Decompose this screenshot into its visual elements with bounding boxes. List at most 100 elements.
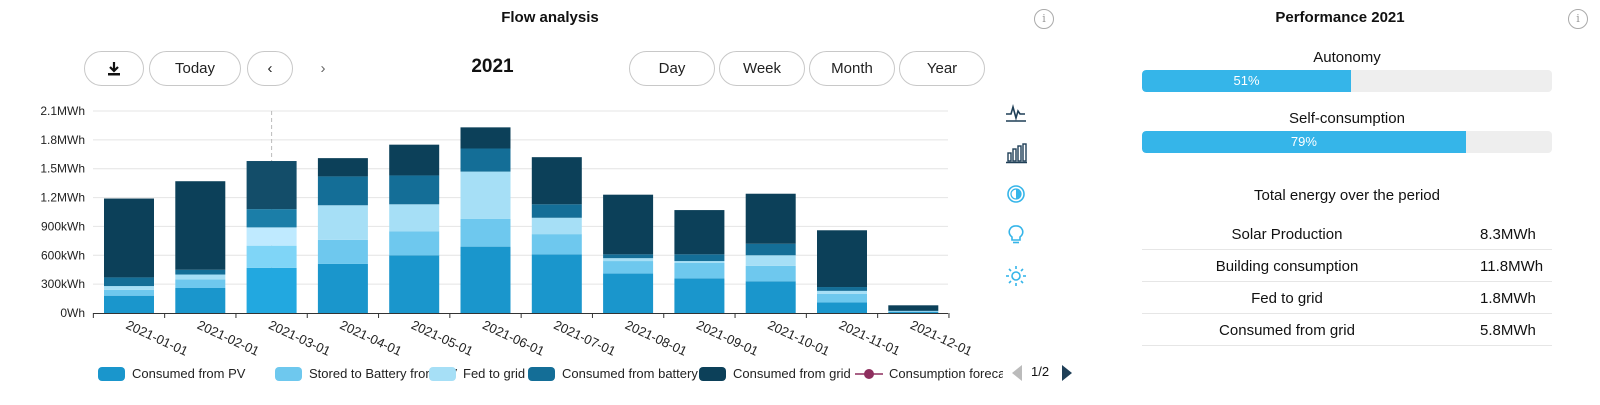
stat-value: 8.3MWh <box>1480 226 1536 243</box>
stat-label: Solar Production <box>1231 226 1343 243</box>
x-tick-label: 2021-07-01 <box>552 317 619 357</box>
bar-segment <box>317 263 368 313</box>
bar-segment <box>603 254 654 259</box>
bar-segment <box>460 148 511 172</box>
year-button[interactable]: Year <box>899 51 985 86</box>
stat-row: Solar Production 8.3MWh <box>1142 218 1552 250</box>
bar-segment <box>674 254 725 262</box>
bar-segment <box>104 277 154 287</box>
bar-segment <box>317 176 368 206</box>
bar-segment <box>531 254 582 313</box>
bar-segment <box>460 218 511 247</box>
bar-segment <box>817 230 867 288</box>
performance-title: Performance 2021 <box>1275 9 1405 26</box>
legend-label: Fed to grid <box>463 366 526 381</box>
bar-segment <box>531 204 582 218</box>
autonomy-label: Autonomy <box>1313 49 1381 66</box>
bar-segment <box>246 267 297 313</box>
bar-segment <box>389 231 440 256</box>
legend-next-arrow-icon[interactable] <box>1062 365 1072 381</box>
bar-segment <box>817 293 867 303</box>
x-tick-label: 2021-02-01 <box>195 317 262 357</box>
bar-segment <box>531 217 582 235</box>
legend-label: Consumed from grid <box>733 366 851 381</box>
bar-segment <box>104 289 154 296</box>
bar-segment <box>246 245 297 268</box>
sun-icon[interactable] <box>1003 263 1029 289</box>
y-tick-label: 1.8MWh <box>40 133 85 147</box>
bar-segment <box>389 144 440 176</box>
legend-pager: 1/2 <box>1012 363 1076 383</box>
legend-prev-arrow-icon[interactable] <box>1012 365 1022 381</box>
stat-value: 5.8MWh <box>1480 322 1536 339</box>
y-tick-label: 1.5MWh <box>40 162 85 176</box>
bar-segment <box>603 258 654 262</box>
bar-segment <box>104 295 154 313</box>
legend-swatch <box>699 367 726 381</box>
bar-segment <box>888 305 939 311</box>
bar-segment <box>175 269 226 275</box>
bar-segment <box>175 279 226 288</box>
stat-row: Fed to grid 1.8MWh <box>1142 282 1552 314</box>
bar-segment <box>317 239 368 264</box>
stat-value: 1.8MWh <box>1480 290 1536 307</box>
x-tick-label: 2021-01-01 <box>124 317 191 357</box>
bar-segment <box>389 255 440 313</box>
bar-segment <box>817 290 867 294</box>
y-tick-label: 2.1MWh <box>40 104 85 118</box>
y-tick-label: 0Wh <box>60 306 85 320</box>
legend-swatch <box>98 367 125 381</box>
y-tick-label: 900kWh <box>41 219 85 233</box>
legend-swatch <box>429 367 456 381</box>
bar-segment <box>317 158 368 177</box>
bar-chart-icon[interactable] <box>1003 140 1029 166</box>
bar-segment <box>460 171 511 219</box>
x-tick-label: 2021-11-01 <box>837 317 903 357</box>
today-button[interactable]: Today <box>149 51 241 86</box>
stat-row: Building consumption 11.8MWh <box>1142 250 1552 282</box>
previous-period-button[interactable]: ‹ <box>247 51 293 86</box>
x-tick-label: 2021-06-01 <box>480 317 547 357</box>
legend-swatch <box>528 367 555 381</box>
week-button[interactable]: Week <box>719 51 805 86</box>
bar-segment <box>888 312 939 313</box>
legend-label: Stored to Battery from PV <box>309 366 458 381</box>
bar-segment <box>674 262 725 279</box>
bar-segment <box>603 261 654 274</box>
contrast-icon[interactable] <box>1003 181 1029 207</box>
stat-row: Consumed from grid 5.8MWh <box>1142 314 1552 346</box>
bar-segment <box>674 261 725 263</box>
stat-value: 11.8MWh <box>1480 258 1544 275</box>
info-icon[interactable]: i <box>1034 9 1054 29</box>
bar-segment <box>389 204 440 232</box>
flow-chart: 0Wh 300kWh 600kWh 900kWh 1.2MWh 1.5MWh 1.8MWh 2… <box>40 104 974 357</box>
bar-segment <box>603 194 654 255</box>
x-tick-label: 2021-10-01 <box>765 317 832 357</box>
day-button[interactable]: Day <box>629 51 715 86</box>
line-chart-icon[interactable] <box>1003 99 1029 125</box>
y-tick-label: 1.2MWh <box>40 191 85 205</box>
forecast-marker-icon <box>855 369 883 379</box>
lightbulb-icon[interactable] <box>1003 222 1029 248</box>
bar-segment <box>246 161 297 210</box>
bar-segment <box>104 198 154 278</box>
next-period-button[interactable]: › <box>300 51 346 86</box>
y-tick-label: 300kWh <box>41 277 85 291</box>
bar-segment <box>317 205 368 240</box>
bar-segment <box>745 193 796 244</box>
info-icon[interactable]: i <box>1568 9 1588 29</box>
month-button[interactable]: Month <box>809 51 895 86</box>
bar-segment <box>460 127 511 149</box>
self-consumption-bar: 79% <box>1142 131 1552 153</box>
bar-segment <box>104 286 154 290</box>
download-button[interactable] <box>84 51 144 86</box>
legend-swatch <box>275 367 302 381</box>
download-icon <box>108 62 120 76</box>
bar-segment <box>389 175 440 205</box>
x-tick-label: 2021-04-01 <box>338 317 405 357</box>
total-energy-title: Total energy over the period <box>1254 187 1440 204</box>
autonomy-bar-fill: 51% <box>1142 70 1352 92</box>
y-tick-label: 600kWh <box>41 248 85 262</box>
bar-segment <box>745 281 796 313</box>
bar-segment <box>460 246 511 313</box>
